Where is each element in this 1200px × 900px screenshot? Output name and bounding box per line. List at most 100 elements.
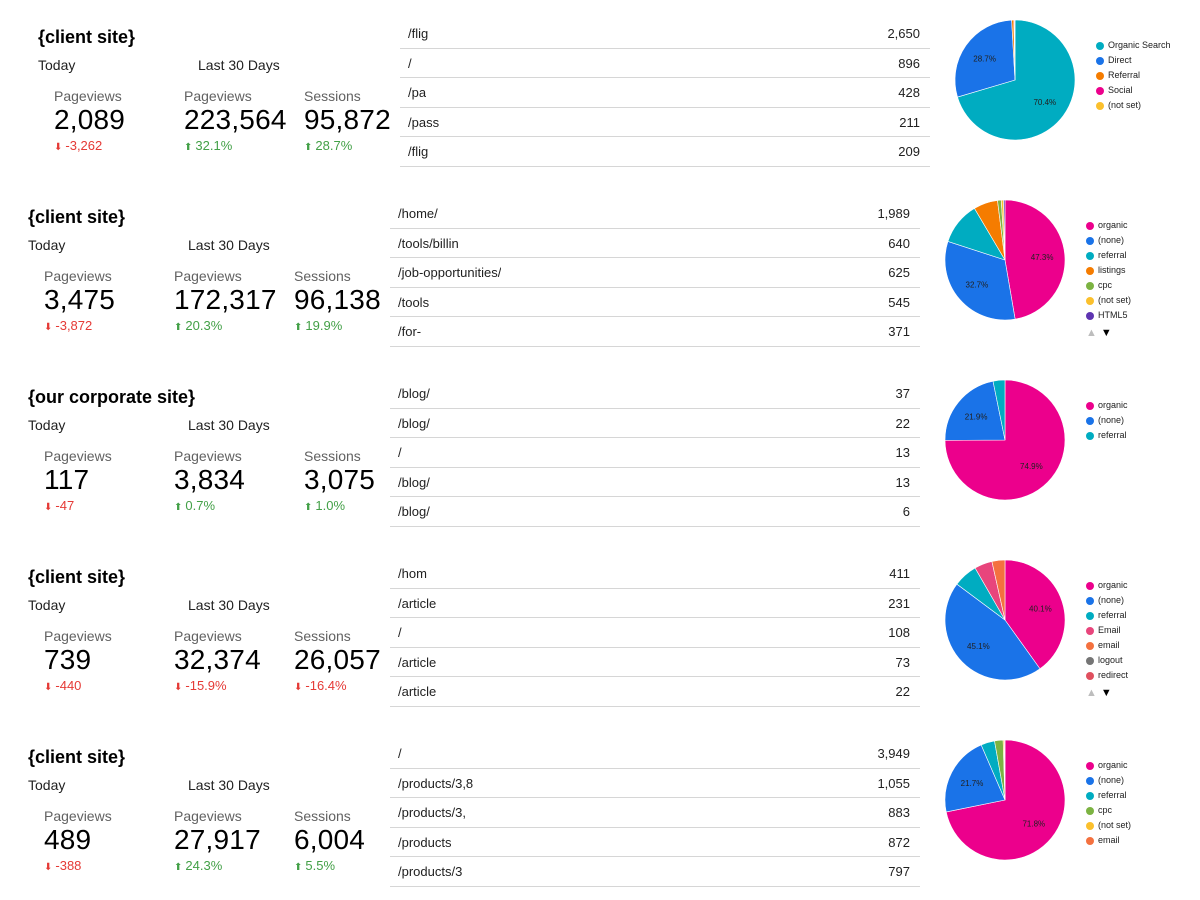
legend-item[interactable]: (not set): [1096, 98, 1178, 113]
table-row[interactable]: /products/3 797: [390, 857, 920, 887]
legend-item[interactable]: (none): [1086, 233, 1168, 248]
legend-item[interactable]: redirect: [1086, 668, 1168, 683]
legend-item[interactable]: (not set): [1086, 293, 1168, 308]
table-row[interactable]: /pass 211: [400, 108, 930, 138]
table-row[interactable]: /for- 371: [390, 317, 920, 347]
page-path: /blog/: [398, 415, 430, 431]
legend-item[interactable]: (none): [1086, 773, 1168, 788]
arrow-up-icon: ⬆: [294, 862, 303, 873]
legend-item[interactable]: logout: [1086, 653, 1168, 668]
table-row[interactable]: /tools/billin 640: [390, 229, 920, 259]
page-count: 22: [895, 684, 910, 700]
legend-item[interactable]: Organic Search: [1096, 38, 1178, 53]
page-path: /for-: [398, 324, 422, 340]
metric-value: 27,917: [174, 824, 261, 855]
metric-delta-value: -15.9%: [185, 678, 227, 693]
table-row[interactable]: /home/1,989: [390, 199, 920, 229]
pie-slice-email[interactable]: [991, 559, 1006, 621]
legend-item[interactable]: referral: [1086, 788, 1168, 803]
legend-item[interactable]: Email: [1086, 623, 1168, 638]
table-row[interactable]: /job-opportunities/625: [390, 258, 920, 288]
legend-prev-icon[interactable]: ▲: [1086, 687, 1097, 699]
legend-swatch: [1086, 252, 1094, 260]
table-row[interactable]: / 3,949: [390, 739, 920, 769]
pie-slice-organic[interactable]: [1004, 199, 1066, 320]
table-row[interactable]: /article 73: [390, 648, 920, 678]
legend-item[interactable]: Direct: [1096, 53, 1178, 68]
page-path: /article: [398, 595, 437, 611]
pie-slice-none[interactable]: [944, 744, 1006, 813]
traffic-source-pie-chart: 40.1% 45.1%: [944, 559, 1066, 681]
metric-label: Sessions: [304, 88, 361, 104]
legend-item[interactable]: listings: [1086, 263, 1168, 278]
metric-label: Pageviews: [44, 448, 112, 464]
legend-item[interactable]: organic: [1086, 758, 1168, 773]
table-row[interactable]: / 108: [390, 618, 920, 648]
pie-slice-direct[interactable]: [954, 19, 1016, 98]
legend-item[interactable]: cpc: [1086, 803, 1168, 818]
legend-item[interactable]: referral: [1086, 608, 1168, 623]
legend-next-icon[interactable]: ▼: [1100, 327, 1112, 339]
pie-data-label: 71.8%: [1022, 820, 1045, 829]
legend-item[interactable]: Social: [1096, 83, 1178, 98]
legend-item[interactable]: referral: [1086, 248, 1168, 263]
legend-item[interactable]: (none): [1086, 593, 1168, 608]
legend-next-icon[interactable]: ▼: [1100, 687, 1112, 699]
pie-slice-html5[interactable]: [1003, 199, 1006, 261]
table-row[interactable]: /blog/13: [390, 468, 920, 498]
table-row[interactable]: /flig 209: [400, 137, 930, 167]
page-count: 872: [888, 834, 910, 850]
table-row[interactable]: /article 231: [390, 589, 920, 619]
pie-slice-none[interactable]: [944, 241, 1016, 321]
table-row[interactable]: /products/3,8 1,055: [390, 769, 920, 799]
legend-swatch: [1086, 222, 1094, 230]
page-count: 22: [895, 415, 910, 431]
legend-prev-icon[interactable]: ▲: [1086, 327, 1097, 339]
legend-label: (none): [1098, 775, 1125, 785]
today-label: Today: [28, 237, 66, 253]
table-row[interactable]: /tools 545: [390, 288, 920, 318]
page-path: /flig: [408, 144, 429, 160]
pie-slice-referral[interactable]: [992, 379, 1006, 441]
table-row[interactable]: / 896: [400, 49, 930, 79]
table-row[interactable]: /pa 428: [400, 78, 930, 108]
legend-label: email: [1098, 835, 1120, 845]
site-title: {client site}: [28, 207, 126, 227]
page-count: 73: [895, 654, 910, 670]
legend-item[interactable]: referral: [1086, 428, 1168, 443]
legend-item[interactable]: Referral: [1096, 68, 1178, 83]
table-row[interactable]: /blog/22: [390, 409, 920, 439]
legend-item[interactable]: organic: [1086, 398, 1168, 413]
legend-item[interactable]: HTML5: [1086, 308, 1168, 323]
table-row[interactable]: /hom 411: [390, 559, 920, 589]
pie-slice-none[interactable]: [944, 380, 1006, 441]
pie-data-label: 45.1%: [967, 642, 990, 651]
pie-slice-organic[interactable]: [945, 739, 1066, 861]
pie-slice-email[interactable]: [1003, 739, 1006, 801]
legend-label: (none): [1098, 415, 1125, 425]
legend-label: Organic Search: [1108, 40, 1171, 50]
table-row[interactable]: /blog/6: [390, 497, 920, 527]
metric-label: Pageviews: [174, 628, 242, 644]
pie-slice-organic[interactable]: [944, 379, 1066, 501]
table-row[interactable]: /products 872: [390, 828, 920, 858]
legend-item[interactable]: organic: [1086, 578, 1168, 593]
pie-slice-none[interactable]: [944, 583, 1041, 681]
legend-item[interactable]: (not set): [1086, 818, 1168, 833]
legend-item[interactable]: email: [1086, 833, 1168, 848]
legend-item[interactable]: organic: [1086, 218, 1168, 233]
legend-label: Email: [1098, 625, 1121, 635]
legend-item[interactable]: email: [1086, 638, 1168, 653]
table-row[interactable]: /flig 2,650: [400, 19, 930, 49]
table-row[interactable]: /blog/37: [390, 379, 920, 409]
legend-item[interactable]: cpc: [1086, 278, 1168, 293]
pie-slice-organic-search[interactable]: [957, 19, 1076, 141]
page-count: 108: [888, 625, 910, 641]
legend-label: referral: [1098, 430, 1127, 440]
table-row[interactable]: /article 22: [390, 677, 920, 707]
page-path: /job-opportunities/: [398, 265, 502, 281]
table-row[interactable]: /products/3, 883: [390, 798, 920, 828]
pie-slice-organic[interactable]: [1004, 559, 1066, 670]
table-row[interactable]: / 13: [390, 438, 920, 468]
legend-item[interactable]: (none): [1086, 413, 1168, 428]
